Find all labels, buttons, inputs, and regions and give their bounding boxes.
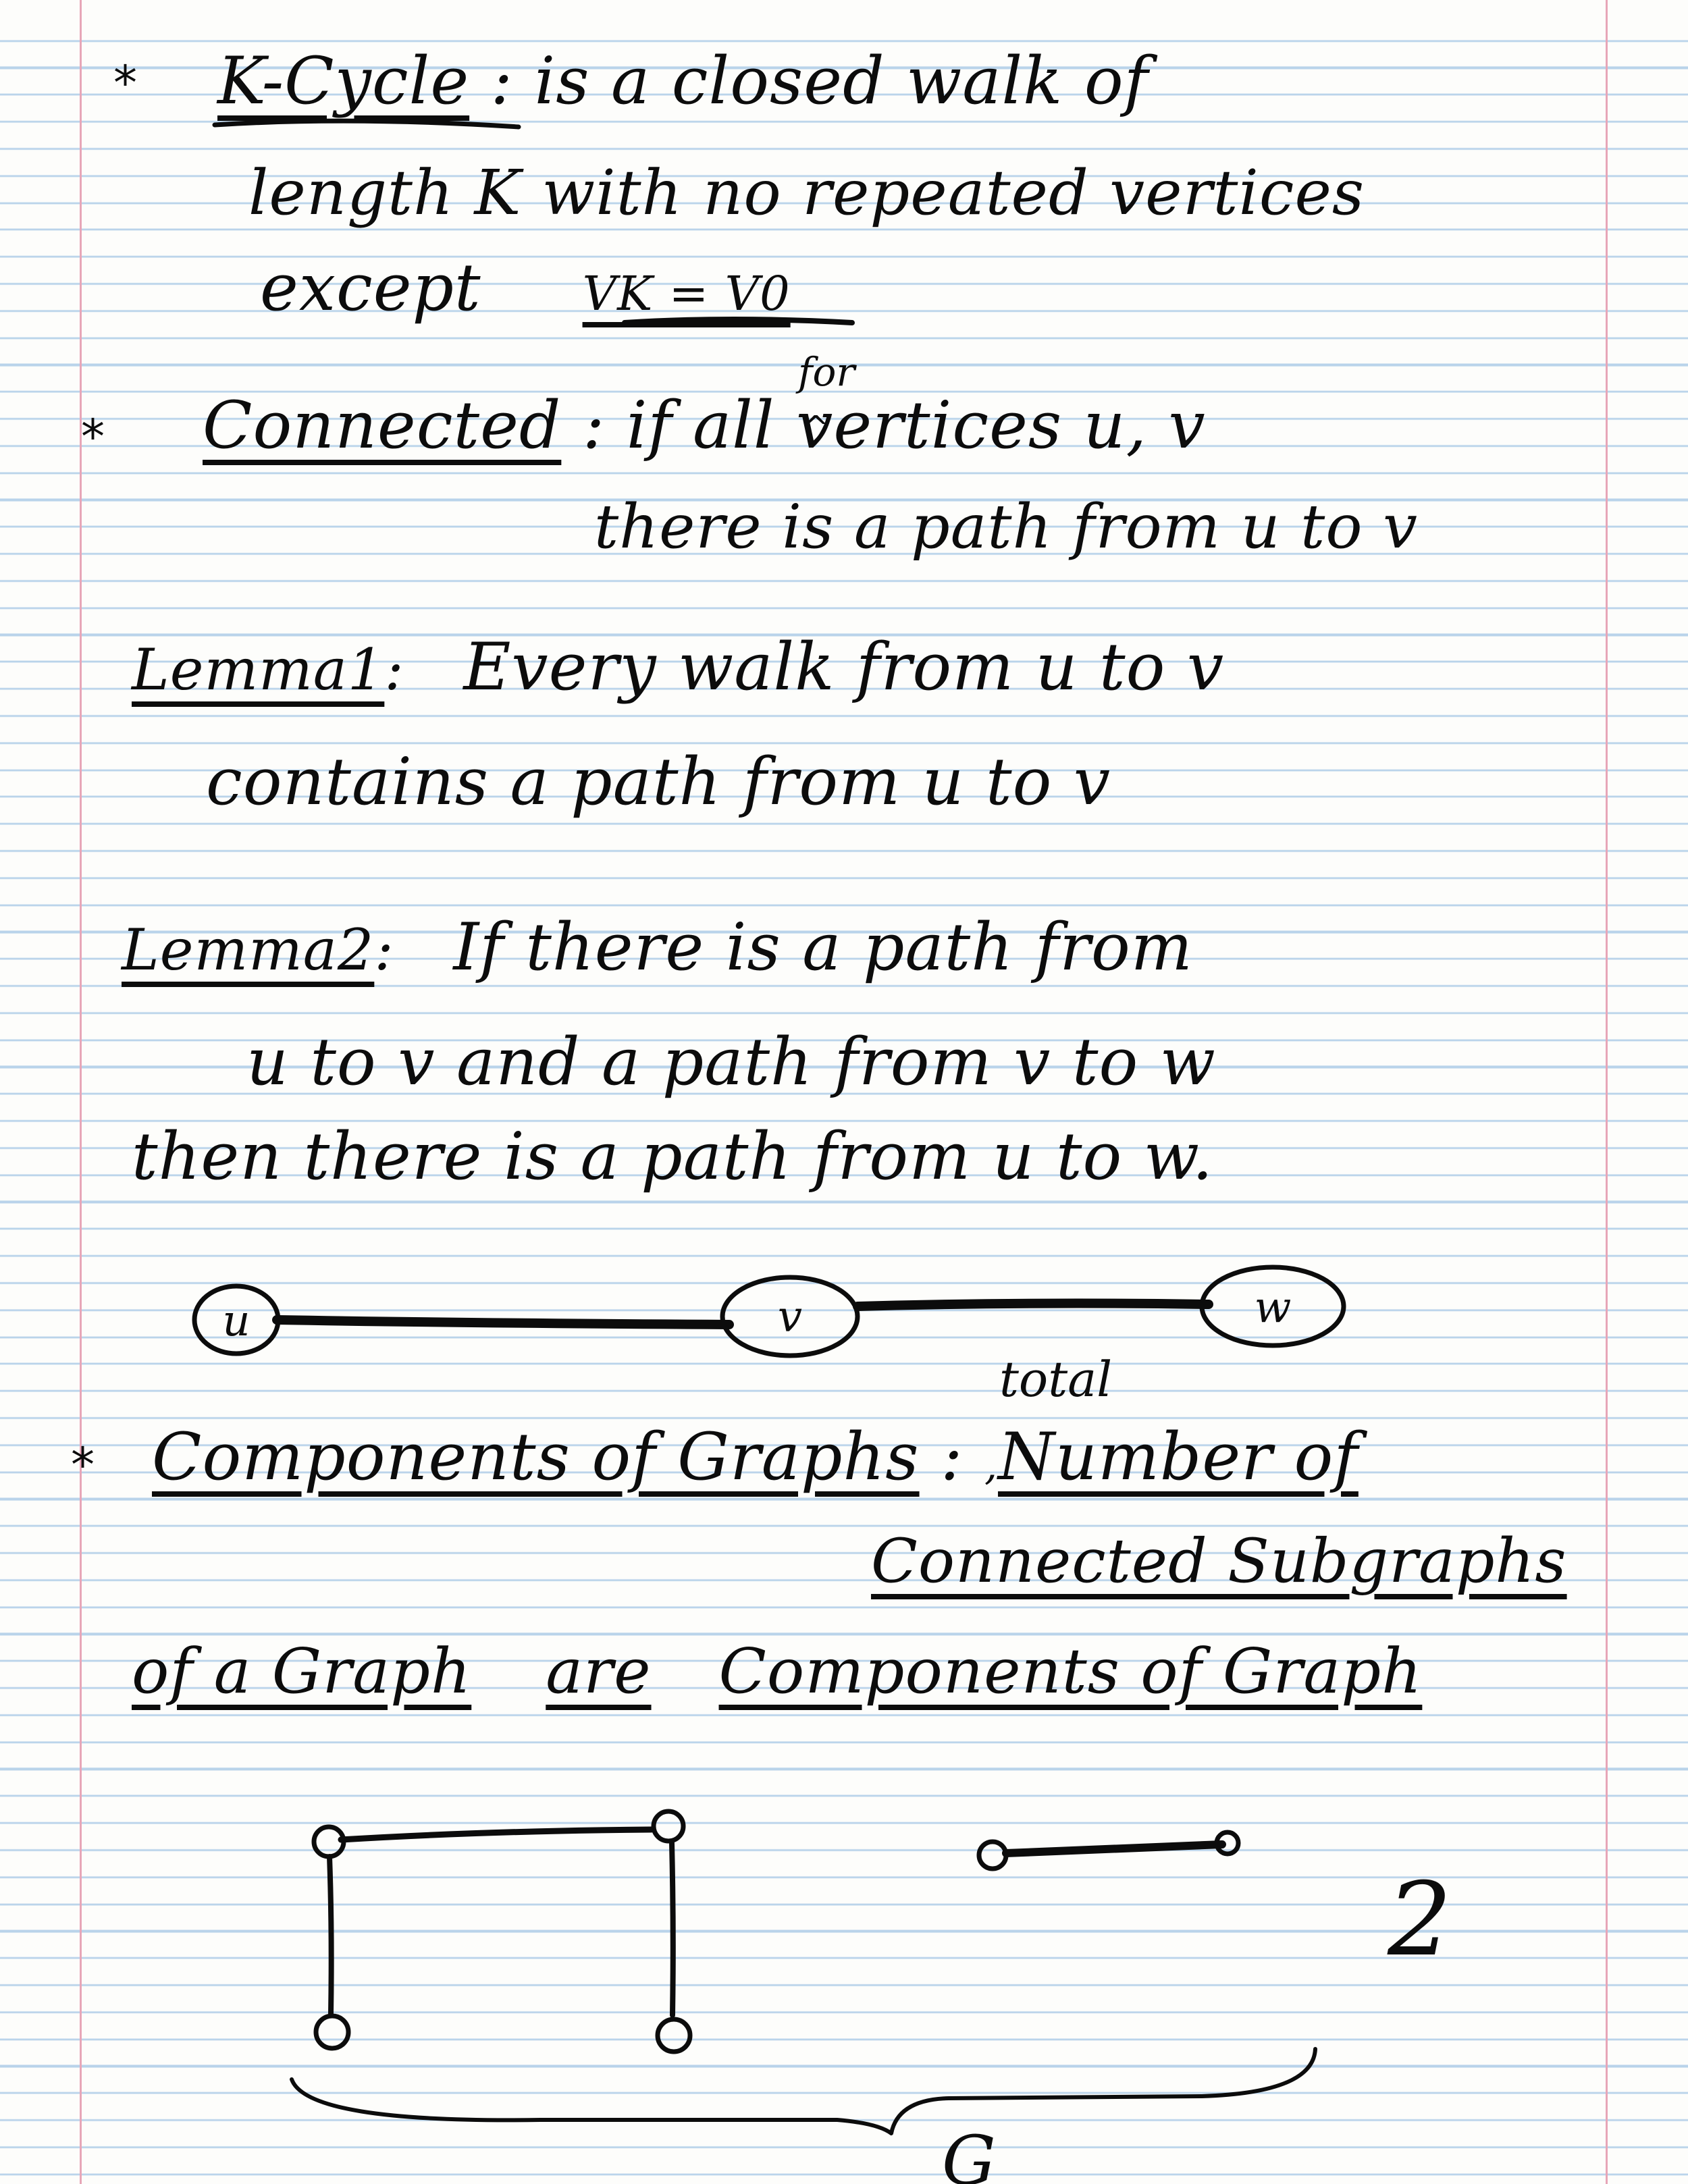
lemma2-separator: : — [374, 917, 413, 983]
cycle-except-text: except — [260, 250, 481, 325]
node-w-label: w — [1255, 1283, 1292, 1333]
node-u-circle — [192, 1283, 281, 1356]
cycle-definition-line3: except VK = V0 — [260, 255, 791, 320]
cycle-definition-text: is a closed walk of — [534, 43, 1149, 119]
components-definition-line1: Components of Graphs : ,Number of — [152, 1424, 1359, 1489]
components-are: are — [546, 1635, 652, 1707]
components-separator: : — [919, 1419, 984, 1495]
lemma1-label: Lemma1 — [132, 637, 385, 703]
cycle-condition-underline — [622, 317, 855, 325]
graph-vertex-top-left — [311, 1824, 346, 1859]
cycle-separator: : — [469, 43, 535, 119]
lemma2-statement-line2: u to v and a path from v to w — [246, 1024, 1216, 1100]
connected-term: Connected — [203, 388, 562, 463]
lemma1-statement-line2: contains a path from u to v — [206, 744, 1111, 820]
connected-insert-caret: ^ — [802, 409, 830, 447]
path-diagram: u v w total — [192, 1264, 1346, 1408]
connected-definition-line1: Connected : if all vertices u, v — [203, 393, 1206, 458]
graph-brace-label: G — [942, 2121, 996, 2184]
path-edge-u-v — [272, 1315, 734, 1329]
path-diagram-annotation: total — [999, 1351, 1112, 1408]
graph-component-count: 2 — [1387, 1861, 1452, 1979]
graph-vertex-isolated-left — [976, 1839, 1009, 1871]
connected-definition-text: all vertices u, v — [692, 388, 1206, 463]
graph-diagram: 2 G — [290, 1809, 1452, 2184]
connected-bullet: * — [81, 409, 105, 464]
cycle-bullet: * — [113, 55, 137, 111]
page-margin-left — [80, 0, 82, 2184]
node-u-label: u — [222, 1296, 250, 1346]
lemma2-statement-line1: If there is a path from — [453, 909, 1193, 985]
components-of-a-graph: of a Graph — [132, 1635, 472, 1707]
connected-if-text: if — [626, 388, 672, 463]
lemma2-line1: Lemma2: If there is a path from — [122, 915, 1193, 980]
graph-edge-right — [669, 1840, 676, 2018]
graph-vertex-top-right — [651, 1809, 686, 1844]
components-bullet: * — [71, 1437, 95, 1493]
graph-edge-top — [338, 1826, 655, 1843]
connected-separator: : — [561, 388, 627, 463]
graph-vertex-bottom-left — [313, 2013, 351, 2051]
cycle-except-condition: VK = V0 — [582, 266, 791, 321]
components-comma: , — [984, 1442, 999, 1489]
components-connected-subgraphs: Connected Subgraphs — [871, 1526, 1567, 1597]
cycle-definition-line1: K-Cycle : is a closed walk of — [217, 49, 1149, 113]
graph-vertex-bottom-right — [655, 2017, 693, 2054]
graph-edge-left — [327, 1854, 334, 2017]
graph-edge-isolated — [1002, 1840, 1226, 1857]
lemma2-statement-line3: then there is a path from u to w. — [132, 1119, 1214, 1194]
lemma1-separator: : — [384, 637, 423, 703]
lemma1-line1: Lemma1: Every walk from u to v — [132, 635, 1224, 699]
graph-vertex-isolated-right — [1214, 1830, 1241, 1857]
components-of-graph: Components of Graph — [718, 1635, 1423, 1707]
node-v-label: v — [778, 1292, 802, 1342]
components-number-of: Number of — [998, 1419, 1359, 1495]
node-w-circle — [1199, 1264, 1346, 1348]
path-edge-v-w — [853, 1298, 1213, 1311]
components-term: Components of Graphs — [152, 1419, 920, 1495]
graph-brace — [290, 2047, 1317, 2135]
node-v-circle — [720, 1275, 860, 1358]
cycle-term: K-Cycle — [217, 43, 470, 119]
page-margin-right — [1606, 0, 1608, 2184]
lemma1-statement-line1: Every walk from u to v — [463, 629, 1225, 705]
components-definition-line3: of a Graph are Components of Graph — [132, 1641, 1422, 1703]
lemma2-label: Lemma2 — [122, 917, 375, 983]
cycle-term-underline — [212, 118, 521, 130]
connected-definition-line2: there is a path from u to v — [594, 491, 1418, 562]
cycle-definition-line2: length K with no repeated vertices — [248, 157, 1365, 229]
connected-inserted-word: for — [798, 349, 855, 395]
